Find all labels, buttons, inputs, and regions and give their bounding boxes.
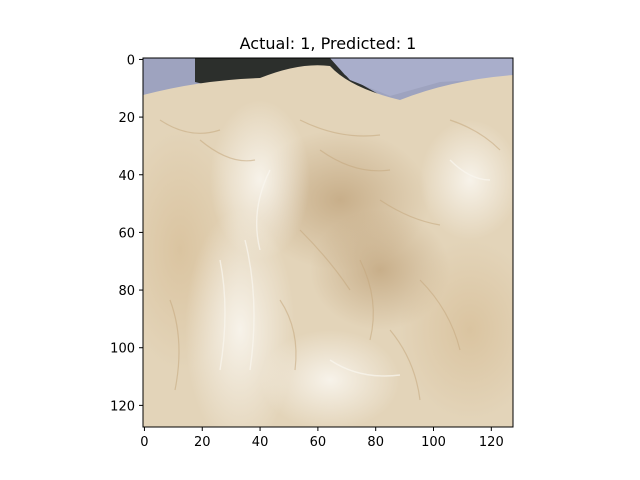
x-tick-label: 40 bbox=[252, 435, 269, 450]
x-tick-label: 80 bbox=[367, 435, 384, 450]
y-axis-ticks: 0 20 40 60 80 100 120 bbox=[110, 53, 143, 414]
figure-title: Actual: 1, Predicted: 1 bbox=[240, 34, 417, 53]
y-tick-label: 80 bbox=[118, 284, 135, 299]
y-tick-label: 100 bbox=[110, 342, 135, 357]
x-tick-label: 100 bbox=[421, 435, 446, 450]
x-tick-label: 0 bbox=[140, 435, 148, 450]
x-axis-ticks: 0 20 40 60 80 100 120 bbox=[140, 427, 504, 450]
x-tick-label: 120 bbox=[479, 435, 504, 450]
y-tick-label: 60 bbox=[118, 226, 135, 241]
x-tick-label: 60 bbox=[310, 435, 327, 450]
fur-photo bbox=[143, 58, 513, 427]
axes-frame bbox=[142, 57, 514, 428]
y-tick-label: 40 bbox=[118, 169, 135, 184]
y-tick-label: 120 bbox=[110, 399, 135, 414]
y-tick-label: 20 bbox=[118, 111, 135, 126]
x-tick-label: 20 bbox=[194, 435, 211, 450]
y-tick-label: 0 bbox=[127, 53, 135, 68]
